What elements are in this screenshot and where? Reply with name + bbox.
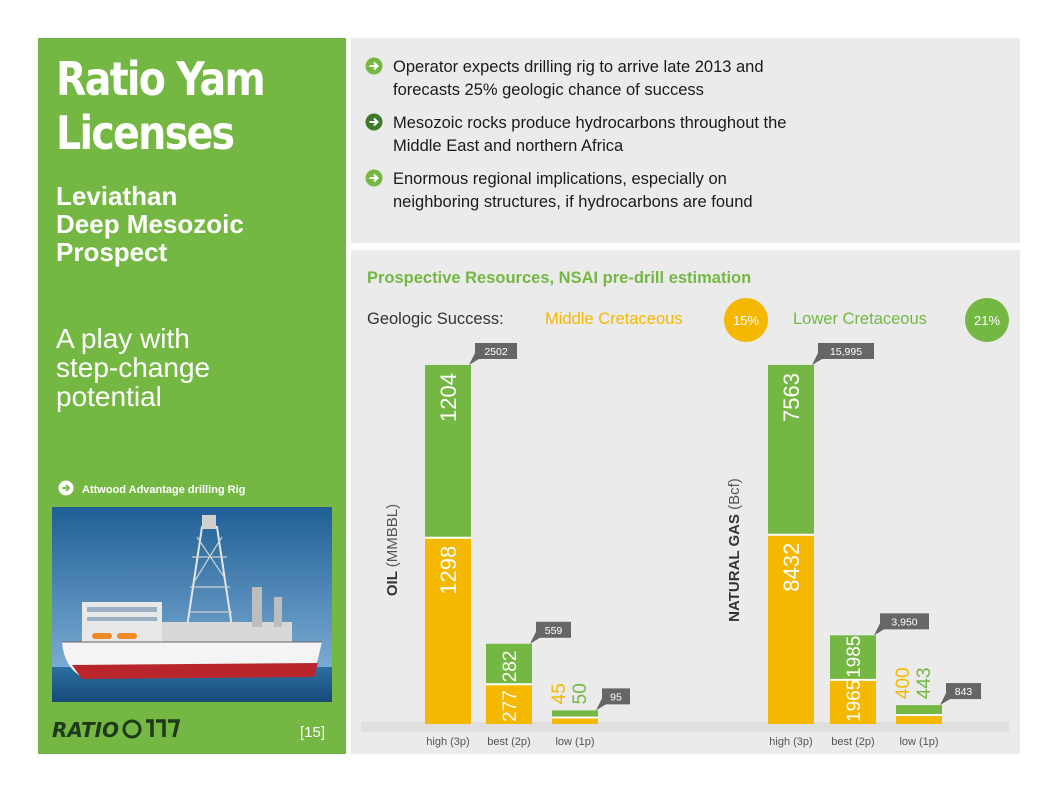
category-label: best (2p) [487, 736, 530, 748]
legend-lower-cretaceous: Lower Cretaceous [793, 310, 927, 328]
subtitle-line-3: Prospect [56, 237, 168, 267]
total-label: 3,950 [891, 616, 917, 628]
bullet-line: neighboring structures, if hydrocarbons … [393, 193, 753, 211]
category-label: best (2p) [831, 736, 874, 748]
svg-text:RATIO: RATIO [52, 718, 119, 742]
data-label-lower: 1204 [436, 373, 461, 422]
subtitle-line-1: Leviathan [56, 181, 178, 211]
bar-lower-cretaceous [830, 635, 876, 680]
bullet-text: Operator expects drilling rig to arrive … [393, 56, 764, 102]
total-label: 559 [545, 625, 563, 637]
bullet-line: forecasts 25% geologic chance of success [393, 81, 704, 99]
chart-title: Prospective Resources, NSAI pre-drill es… [367, 269, 752, 287]
geologic-success-label: Geologic Success: [367, 310, 504, 328]
total-callout [475, 343, 517, 359]
title-line-1: Ratio Yam [56, 52, 266, 106]
resources-chart: OIL (MMBBL) 1298 1204 2502 high (3p) 277 282 55… [361, 343, 1009, 748]
bar-lower-cretaceous [552, 710, 598, 718]
page-reference: [15] [300, 724, 326, 741]
prospect-subtitle: Leviathan Deep Mesozoic Prospect [56, 182, 244, 266]
category-label: high (3p) [426, 736, 469, 748]
bar-middle-cretaceous [552, 717, 598, 724]
rig-label: Attwood Advantage drilling Rig [82, 484, 246, 496]
left-panel: Ratio Yam Licenses Leviathan Deep Mesozo… [38, 38, 346, 754]
lower-success-badge: 21% [965, 298, 1009, 342]
total-callout [818, 343, 874, 359]
category-label: low (1p) [555, 736, 594, 748]
bar-middle-cretaceous [425, 537, 471, 724]
y-axis-label-unit: (MMBBL) [384, 504, 401, 567]
total-label: 2502 [484, 346, 508, 358]
arrow-circle-icon [365, 113, 383, 131]
y-axis-label-main: OIL [384, 567, 401, 596]
bar-middle-cretaceous [486, 684, 532, 724]
data-label-lower: 443 [914, 667, 935, 699]
bullet-line: Middle East and northern Africa [393, 137, 624, 155]
bar-middle-cretaceous [830, 679, 876, 724]
bullets-panel: Operator expects drilling rig to arrive … [351, 38, 1020, 243]
total-label: 843 [955, 686, 973, 698]
bar-lower-cretaceous [486, 643, 532, 685]
y-axis-label-main: NATURAL GAS [726, 510, 743, 622]
data-label-middle: 1965 [844, 680, 865, 722]
y-axis-label: OIL (MMBBL) [384, 504, 401, 596]
bar-middle-cretaceous [768, 534, 814, 724]
data-label-lower: 1985 [844, 636, 865, 678]
page-title: Ratio Yam Licenses [56, 52, 266, 160]
arrow-circle-icon [365, 57, 383, 75]
y-axis-label-unit: (Bcf) [726, 478, 743, 510]
data-label-middle: 400 [893, 667, 914, 699]
arrow-circle-icon [365, 169, 383, 187]
drilling-rig-photo [52, 507, 332, 702]
data-label-middle: 8432 [779, 543, 804, 592]
title-line-2: Licenses [56, 106, 235, 160]
bar-lower-cretaceous [768, 365, 814, 535]
data-label-middle: 277 [500, 690, 521, 722]
bar-middle-cretaceous [896, 715, 942, 724]
y-axis-label: NATURAL GAS (Bcf) [726, 478, 743, 622]
bullet-line: Operator expects drilling rig to arrive … [393, 58, 764, 76]
bullet-line: Mesozoic rocks produce hydrocarbons thro… [393, 114, 787, 132]
data-label-middle: 45 [549, 683, 570, 704]
middle-success-badge: 15% [724, 298, 768, 342]
total-callout [946, 683, 981, 700]
subtitle-line-2: Deep Mesozoic [56, 209, 244, 239]
total-label: 15,995 [830, 346, 862, 358]
bullet-text: Enormous regional implications, especial… [393, 168, 753, 214]
ratio-logo: RATIO [52, 718, 181, 742]
arrow-circle-icon [58, 480, 74, 496]
legend-middle-cretaceous: Middle Cretaceous [545, 310, 683, 328]
data-label-lower: 282 [500, 651, 521, 683]
bar-lower-cretaceous [425, 365, 471, 538]
bullet-line: Enormous regional implications, especial… [393, 170, 727, 188]
total-callout [880, 613, 929, 630]
total-callout [602, 688, 630, 705]
bullet-text: Mesozoic rocks produce hydrocarbons thro… [393, 112, 786, 158]
tagline: A play with step-change potential [56, 324, 210, 411]
category-label: low (1p) [899, 736, 938, 748]
tagline-line-3: potential [56, 381, 162, 412]
category-label: high (3p) [769, 736, 812, 748]
data-label-lower: 50 [570, 683, 591, 704]
tagline-line-2: step-change [56, 352, 211, 383]
total-label: 95 [610, 691, 622, 703]
data-label-middle: 1298 [436, 546, 461, 595]
total-callout [536, 621, 571, 638]
tagline-line-1: A play with [56, 323, 190, 354]
bar-lower-cretaceous [896, 705, 942, 716]
data-label-lower: 7563 [779, 373, 804, 422]
chart-panel: Prospective Resources, NSAI pre-drill es… [351, 250, 1020, 754]
chart-floor [361, 722, 1009, 732]
